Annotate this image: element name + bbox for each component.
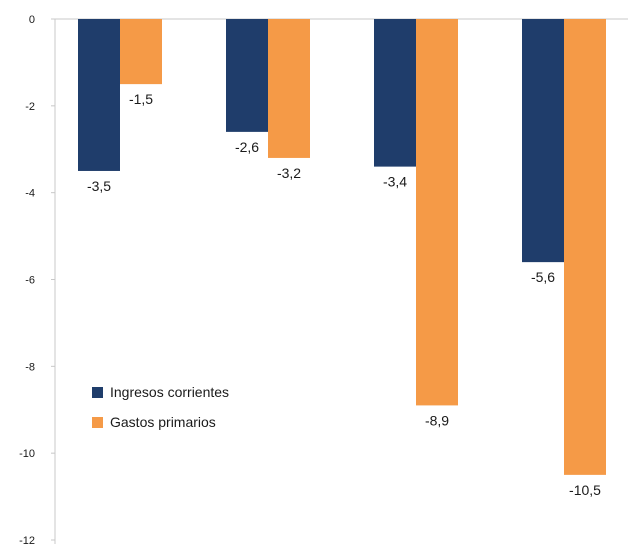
bar-ingresos-1 [78, 19, 120, 171]
bar-gastos-3 [416, 19, 458, 406]
bar-ingresos-4 [522, 19, 564, 263]
legend-label: Ingresos corrientes [110, 384, 229, 400]
y-tick-label: -2 [25, 101, 35, 113]
legend: Ingresos corrientes Gastos primarios [92, 384, 229, 430]
data-label: -3,2 [277, 165, 301, 181]
y-tick-label: 0 [29, 14, 35, 26]
legend-label: Gastos primarios [110, 414, 216, 430]
bar-gastos-4 [564, 19, 606, 475]
data-label: -5,6 [531, 269, 555, 285]
data-label: -3,4 [383, 174, 407, 190]
data-label: -2,6 [235, 139, 259, 155]
y-tick-label: -4 [25, 188, 35, 200]
data-label: -10,5 [569, 482, 601, 498]
bar-ingresos-2 [226, 19, 268, 132]
y-tick-label: -6 [25, 275, 35, 287]
data-labels: -3,5 -2,6 -3,4 -5,6 -1,5 -3,2 -8,9 -10,5 [87, 91, 601, 498]
bar-gastos-1 [120, 19, 162, 85]
data-label: -8,9 [425, 412, 449, 428]
y-tick-label: -8 [25, 361, 35, 373]
bar-ingresos-3 [374, 19, 416, 167]
y-tick-label: -12 [19, 535, 35, 544]
data-label: -3,5 [87, 178, 111, 194]
legend-swatch-ingresos [92, 387, 103, 398]
data-label: -1,5 [129, 91, 153, 107]
bar-gastos-2 [268, 19, 310, 158]
y-tick-label: -10 [19, 448, 35, 460]
bars [78, 19, 606, 475]
legend-swatch-gastos [92, 417, 103, 428]
